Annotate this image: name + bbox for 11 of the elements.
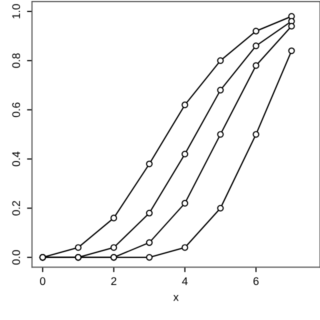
- x-tick-label: 2: [111, 277, 116, 285]
- x-axis-title: x: [173, 295, 179, 301]
- x-tick-label: 0: [40, 277, 46, 286]
- y-tick-label: 0.8: [12, 53, 20, 68]
- y-tick-label: 0.4: [12, 152, 20, 166]
- y-tick-label: 0.2: [12, 201, 20, 216]
- y-tick-label: 0.6: [12, 102, 20, 118]
- y-tick-label: 1.0: [12, 4, 20, 18]
- x-tick-label: 6: [253, 277, 259, 286]
- y-tick-label: 0.0: [12, 250, 20, 265]
- x-tick-label: 4: [182, 277, 188, 285]
